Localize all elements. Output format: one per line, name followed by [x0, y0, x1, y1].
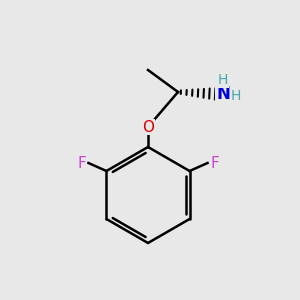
Text: H: H: [218, 73, 228, 87]
Text: O: O: [142, 119, 154, 134]
Text: H: H: [231, 89, 241, 103]
Text: F: F: [210, 155, 219, 170]
Text: N: N: [216, 85, 230, 103]
Text: F: F: [77, 155, 86, 170]
